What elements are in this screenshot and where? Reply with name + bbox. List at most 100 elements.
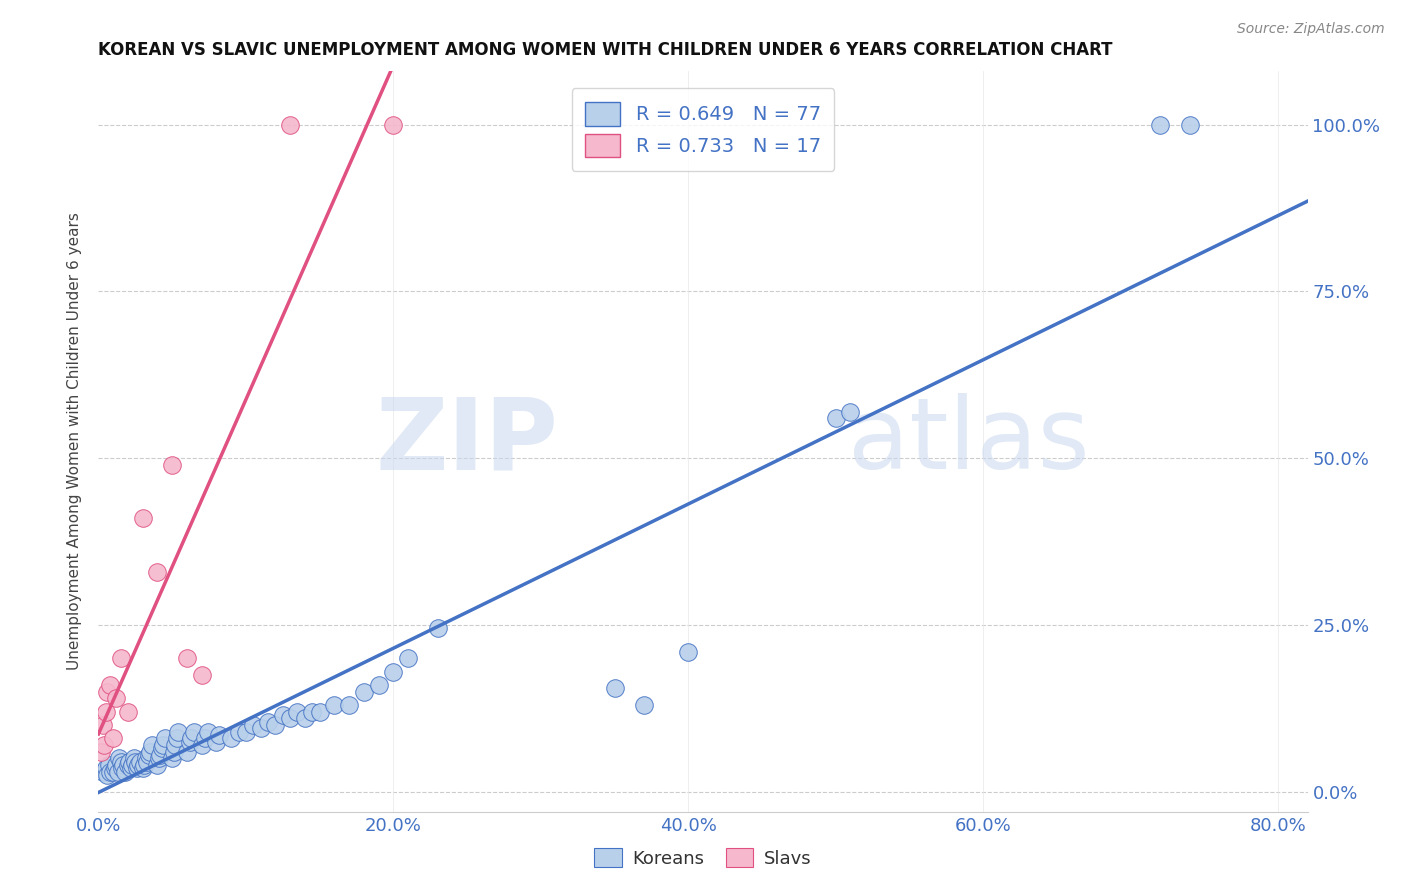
Point <box>194 731 217 746</box>
Point <box>139 745 162 759</box>
Point <box>208 728 231 742</box>
Legend: Koreans, Slavs: Koreans, Slavs <box>585 839 821 877</box>
Point <box>107 764 129 779</box>
Point <box>382 118 405 132</box>
Point <box>127 758 149 772</box>
Point <box>141 738 163 752</box>
Point <box>633 698 655 712</box>
Point <box>94 705 117 719</box>
Point <box>264 718 287 732</box>
Point <box>271 708 294 723</box>
Point <box>165 738 187 752</box>
Point <box>93 738 115 752</box>
Point <box>162 745 184 759</box>
Point <box>104 761 127 775</box>
Point <box>96 684 118 698</box>
Point <box>94 761 117 775</box>
Point <box>242 718 264 732</box>
Point <box>105 758 128 772</box>
Point <box>1149 118 1171 132</box>
Point <box>125 761 148 775</box>
Point <box>110 651 132 665</box>
Point <box>228 724 250 739</box>
Point <box>235 724 257 739</box>
Text: Source: ZipAtlas.com: Source: ZipAtlas.com <box>1237 22 1385 37</box>
Point <box>160 751 183 765</box>
Point <box>148 751 170 765</box>
Point <box>96 768 118 782</box>
Point <box>122 751 145 765</box>
Point <box>166 731 188 746</box>
Point <box>153 731 176 746</box>
Point <box>308 705 330 719</box>
Point <box>678 645 700 659</box>
Point <box>257 714 280 729</box>
Point <box>179 734 201 748</box>
Point <box>603 681 626 696</box>
Point <box>190 668 212 682</box>
Y-axis label: Unemployment Among Women with Children Under 6 years: Unemployment Among Women with Children U… <box>67 212 83 671</box>
Point <box>205 734 228 748</box>
Point <box>353 684 375 698</box>
Point <box>134 758 156 772</box>
Text: KOREAN VS SLAVIC UNEMPLOYMENT AMONG WOMEN WITH CHILDREN UNDER 6 YEARS CORRELATIO: KOREAN VS SLAVIC UNEMPLOYMENT AMONG WOME… <box>98 41 1114 59</box>
Point <box>108 751 131 765</box>
Point <box>396 651 419 665</box>
Point <box>105 691 128 706</box>
Point <box>824 411 846 425</box>
Point <box>98 678 121 692</box>
Point <box>183 724 205 739</box>
Point <box>146 565 169 579</box>
Point <box>180 731 202 746</box>
Point <box>839 404 862 418</box>
Point <box>138 747 160 762</box>
Point <box>150 741 173 756</box>
Point <box>287 705 309 719</box>
Point <box>131 761 153 775</box>
Point <box>337 698 360 712</box>
Point <box>382 665 405 679</box>
Point <box>367 678 389 692</box>
Point <box>117 758 139 772</box>
Point <box>101 731 124 746</box>
Point <box>301 705 323 719</box>
Point <box>110 755 132 769</box>
Point <box>114 764 136 779</box>
Point <box>149 747 172 762</box>
Point <box>124 755 146 769</box>
Point <box>97 758 120 772</box>
Point <box>219 731 242 746</box>
Text: atlas: atlas <box>848 393 1090 490</box>
Point <box>152 738 174 752</box>
Point <box>118 755 141 769</box>
Point <box>91 764 114 779</box>
Point <box>131 511 153 525</box>
Point <box>1178 118 1201 132</box>
Point <box>190 738 212 752</box>
Point <box>294 711 316 725</box>
Point <box>90 745 112 759</box>
Point <box>101 764 124 779</box>
Point <box>121 758 143 772</box>
Point <box>98 764 121 779</box>
Point <box>176 651 198 665</box>
Point <box>111 761 134 775</box>
Point <box>117 705 139 719</box>
Point <box>167 724 190 739</box>
Point <box>176 745 198 759</box>
Point <box>426 621 449 635</box>
Point <box>146 758 169 772</box>
Point <box>120 761 142 775</box>
Point <box>128 755 150 769</box>
Point <box>278 118 301 132</box>
Point <box>160 458 183 472</box>
Point <box>135 751 157 765</box>
Point <box>323 698 346 712</box>
Text: ZIP: ZIP <box>375 393 558 490</box>
Point <box>197 724 219 739</box>
Point <box>112 758 135 772</box>
Point <box>278 711 301 725</box>
Point <box>91 718 114 732</box>
Point <box>136 755 159 769</box>
Point <box>249 722 271 736</box>
